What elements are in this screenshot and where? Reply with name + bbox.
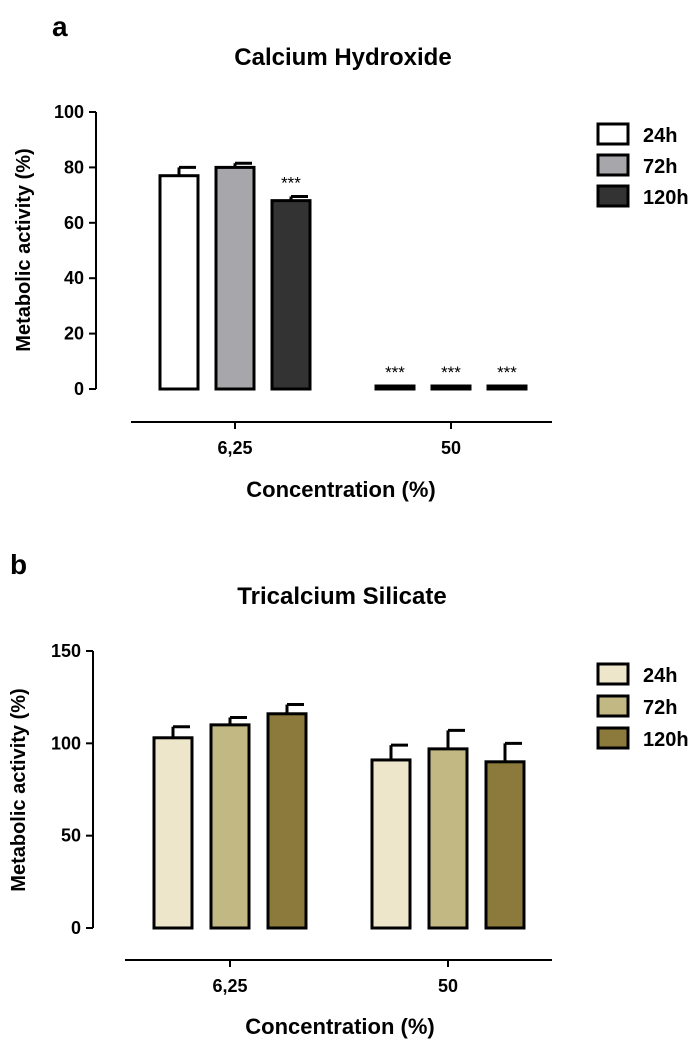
- chart-title: Calcium Hydroxide: [234, 44, 451, 71]
- x-axis-label: Concentration (%): [246, 477, 435, 502]
- significance-marker: ***: [385, 363, 405, 382]
- significance-marker: ***: [281, 173, 301, 192]
- legend-label: 120h: [643, 187, 689, 209]
- legend-label: 72h: [643, 697, 677, 719]
- y-tick-label: 100: [54, 102, 84, 122]
- x-tick-label: 50: [438, 976, 458, 996]
- chart-title: Tricalcium Silicate: [237, 583, 446, 610]
- chart-panel-b: b Tricalcium Silicate Metabolic activity…: [8, 549, 689, 1039]
- legend-label: 120h: [643, 729, 689, 751]
- legend-swatch: [596, 153, 630, 177]
- y-tick-label: 80: [64, 157, 84, 177]
- bar-72h-50: [427, 747, 469, 930]
- legend-swatch: [596, 662, 630, 686]
- bar-72h-50: [430, 384, 472, 391]
- y-tick-label: 60: [64, 213, 84, 233]
- panel-letter: a: [52, 11, 68, 42]
- y-axis-label: Metabolic activity (%): [8, 688, 30, 891]
- legend-swatch: [596, 122, 630, 146]
- y-tick-label: 40: [64, 268, 84, 288]
- y-axis-label: Metabolic activity (%): [13, 148, 35, 351]
- y-tick-label: 50: [61, 826, 81, 846]
- plot-area: 0 50 100 150 6,25 50: [51, 641, 552, 996]
- bar-24h-6,25: [158, 174, 200, 391]
- significance-marker: ***: [441, 363, 461, 382]
- x-tick-label: 6,25: [217, 438, 252, 458]
- bar-24h-50: [370, 758, 412, 930]
- x-tick-label: 6,25: [212, 976, 247, 996]
- legend-swatch: [596, 694, 630, 718]
- legend-label: 72h: [643, 156, 677, 178]
- y-tick-label: 100: [51, 733, 81, 753]
- bar-120h-6,25: [270, 199, 312, 391]
- y-tick-label: 0: [71, 918, 81, 938]
- chart-panel-a: a Calcium Hydroxide Metabolic activity (…: [13, 11, 689, 502]
- bar-24h-6,25: [152, 736, 194, 930]
- bar-24h-50: [374, 384, 416, 391]
- bar-120h-6,25: [266, 712, 308, 930]
- legend: 24h 72h 120h: [596, 662, 689, 751]
- x-axis-label: Concentration (%): [245, 1014, 434, 1039]
- y-tick-label: 150: [51, 641, 81, 661]
- panel-letter: b: [10, 549, 27, 580]
- legend-swatch: [596, 726, 630, 750]
- significance-marker: ***: [497, 363, 517, 382]
- legend-label: 24h: [643, 665, 677, 687]
- y-tick-label: 20: [64, 324, 84, 344]
- bar-120h-50: [484, 760, 526, 930]
- legend: 24h 72h 120h: [596, 122, 689, 209]
- x-tick-label: 50: [441, 438, 461, 458]
- plot-area: 0 20 40 60 80 100 6,25 *** 50 *** *** ***: [54, 102, 552, 458]
- bar-72h-6,25: [214, 165, 256, 391]
- bar-72h-6,25: [209, 723, 251, 930]
- y-tick-label: 0: [74, 379, 84, 399]
- legend-label: 24h: [643, 125, 677, 147]
- bar-120h-50: [486, 384, 528, 391]
- legend-swatch: [596, 184, 630, 208]
